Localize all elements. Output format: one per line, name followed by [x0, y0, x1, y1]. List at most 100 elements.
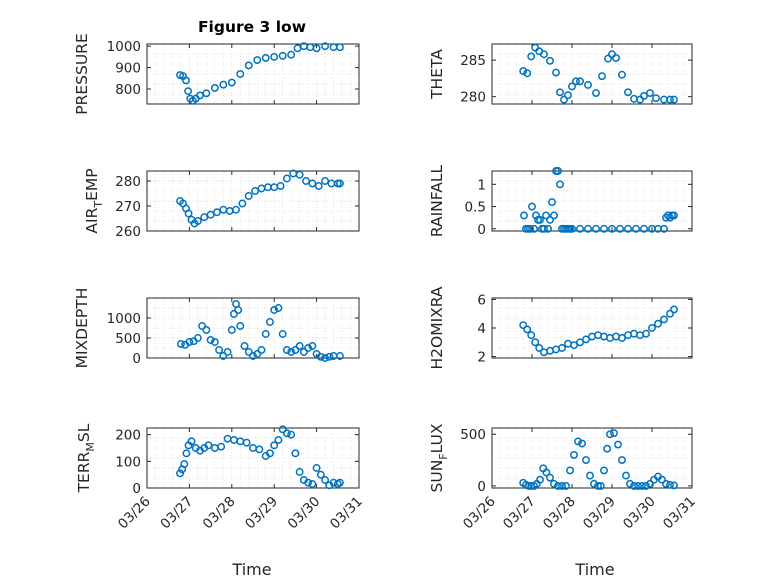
terrain-data-point: [304, 478, 313, 487]
sunflux-data-point: [582, 456, 590, 465]
rainfall-data-point: [608, 224, 616, 233]
rainfall-series: [520, 167, 678, 233]
mixdepth-data-point: [229, 310, 238, 318]
theta-data-point: [624, 88, 632, 97]
h2omixra-data-point: [531, 338, 540, 347]
pressure-data-point: [244, 61, 253, 70]
sunflux-data-point: [554, 481, 562, 490]
sunflux-axes-box: [491, 427, 693, 489]
terrain-data-point: [217, 442, 226, 451]
subplot-theta: 280 285 THETA: [428, 43, 693, 106]
pressure-data-point: [184, 87, 193, 96]
air_temp-data-point: [295, 170, 304, 179]
h2omixra-ylabel: H2OMIXRA: [428, 286, 446, 369]
mixdepth-grid: [147, 298, 359, 358]
sunflux-data-point: [550, 479, 558, 488]
mixdepth-data-point: [198, 322, 207, 330]
sunflux-data-point: [570, 450, 578, 459]
mixdepth-data-point: [244, 348, 253, 356]
mixdepth-ytick-label: 1000: [107, 311, 141, 327]
air_temp-data-point: [213, 208, 221, 217]
air_temp-axes-box: [146, 170, 360, 232]
terrain-data-point: [282, 429, 291, 438]
theta-data-point: [568, 82, 576, 91]
mixdepth-ytick-label: 500: [115, 331, 141, 347]
sunflux-data-point: [546, 473, 554, 482]
mixdepth-data-point: [202, 326, 211, 334]
pressure-ytick-label: 800: [115, 82, 141, 98]
mixdepth-data-point: [236, 322, 245, 330]
terrain-axes-box: [146, 427, 360, 489]
rainfall-ytick-label: 1: [477, 177, 486, 193]
sunflux-data-point: [603, 444, 612, 453]
rainfall-data-point: [556, 180, 564, 189]
sunflux-data-point: [562, 481, 570, 490]
rainfall-data-point: [632, 224, 640, 233]
rainfall-data-point: [528, 202, 536, 211]
rainfall-data-point: [660, 224, 668, 233]
h2omixra-data-point: [642, 329, 650, 338]
air_temp-ytick-label: 280: [115, 174, 141, 190]
pressure-ytick-label: 1000: [107, 39, 141, 55]
theta-data-point: [618, 70, 626, 79]
mixdepth-data-point: [304, 344, 313, 352]
sunflux-grid: [492, 428, 692, 488]
subplot-h2omixra: 2 4 6 H2OMIXRA: [428, 286, 693, 370]
sunflux-data-point: [626, 479, 634, 488]
pressure-data-point: [210, 83, 219, 92]
sunflux-data-point: [558, 481, 566, 490]
terrain-data-point: [274, 436, 283, 444]
subplot-air_temp: 260 270 280 AIRTEMP: [83, 168, 360, 240]
rainfall-data-point: [616, 224, 624, 233]
mixdepth-data-point: [249, 352, 257, 360]
terrain-data-point: [176, 469, 185, 478]
h2omixra-ytick-label: 2: [477, 350, 486, 366]
sunflux-ytick-label: 0: [477, 479, 486, 495]
sunflux-data-point: [666, 480, 674, 489]
theta-data-point: [652, 94, 660, 103]
mixdepth-data-point: [193, 334, 202, 342]
h2omixra-data-point: [576, 338, 584, 347]
terrain-series: [176, 425, 344, 490]
theta-data-point: [560, 95, 568, 104]
sunflux-data-point: [574, 437, 582, 446]
figure-title: Figure 3 low: [198, 18, 306, 36]
rainfall-ytick-label: 0: [477, 222, 486, 238]
pressure-series: [176, 42, 344, 105]
rainfall-data-point: [540, 224, 548, 233]
theta-data-point: [519, 67, 528, 76]
pressure-data-point: [335, 43, 344, 52]
mixdepth-data-point: [219, 352, 228, 360]
h2omixra-data-point: [558, 344, 566, 352]
terrain-grid: [147, 428, 359, 488]
pressure-data-point: [278, 51, 287, 60]
mixdepth-data-point: [308, 342, 317, 350]
sunflux-data-point: [658, 475, 666, 484]
sunflux-data-point: [630, 481, 638, 490]
mixdepth-data-point: [234, 306, 243, 314]
sunflux-data-point: [634, 481, 642, 490]
air_temp-data-point: [200, 213, 209, 222]
theta-grid: [492, 44, 692, 104]
h2omixra-ytick-label: 4: [477, 321, 486, 337]
mixdepth-data-point: [321, 354, 330, 362]
h2omixra-data-point: [519, 321, 528, 330]
rainfall-data-point: [532, 211, 540, 220]
rainfall-data-point: [554, 167, 562, 175]
terrain-data-point: [180, 460, 189, 468]
theta-data-point: [556, 88, 564, 97]
air_temp-data-point: [276, 182, 285, 190]
h2omixra-data-point: [660, 315, 668, 324]
mixdepth-axes-box: [146, 297, 360, 359]
terrain-data-point: [287, 430, 296, 439]
air_temp-data-point: [321, 177, 330, 185]
rainfall-data-point: [544, 224, 552, 233]
mixdepth-data-point: [253, 350, 262, 358]
mixdepth-data-point: [240, 342, 249, 350]
air_temp-data-point: [184, 209, 193, 218]
air_temp-data-point: [238, 199, 247, 208]
sunflux-data-point: [578, 439, 586, 448]
mixdepth-data-point: [210, 338, 219, 346]
pressure-data-point: [321, 42, 330, 51]
pressure-ylabel: PRESSURE: [73, 33, 91, 115]
